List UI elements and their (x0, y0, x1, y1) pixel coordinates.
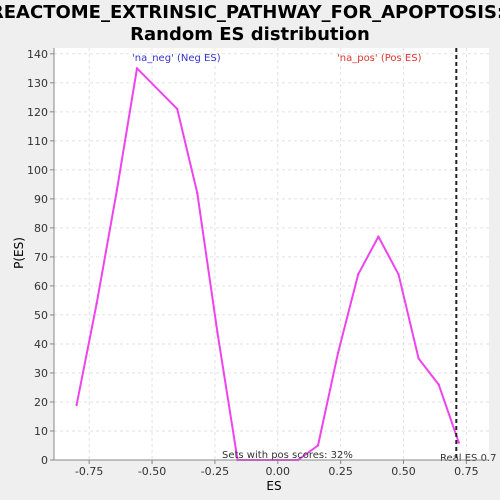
data-point (115, 188, 119, 192)
data-point (75, 403, 78, 407)
y-axis-label: P(ES) (12, 237, 26, 269)
y-tick-label: 0 (41, 454, 48, 467)
y-tick-label: 110 (27, 135, 48, 148)
data-point (196, 191, 199, 195)
chart-title-line2: Random ES distribution (130, 24, 370, 45)
y-tick-label: 80 (34, 222, 48, 235)
y-tick-label: 100 (27, 164, 48, 177)
x-tick-label: -0.50 (138, 465, 166, 478)
data-point (95, 302, 98, 305)
data-point (457, 441, 461, 444)
y-tick-label: 30 (34, 367, 48, 380)
x-tick-label: 0.25 (328, 465, 353, 478)
y-tick-label: 40 (34, 338, 48, 351)
x-axis-label: ES (266, 479, 281, 493)
x-tick-label: 0.75 (454, 465, 479, 478)
y-tick-label: 90 (34, 193, 48, 206)
x-tick-label: -0.75 (75, 465, 103, 478)
real-es-label: Real ES 0.7 (440, 453, 496, 464)
data-point (316, 444, 320, 447)
y-tick-label: 70 (34, 251, 48, 264)
data-point (216, 331, 219, 334)
data-point (437, 383, 440, 386)
data-point (397, 273, 400, 276)
y-tick-label: 50 (34, 309, 48, 322)
plot-area (54, 48, 489, 460)
data-point (135, 67, 139, 70)
y-tick-label: 20 (34, 396, 48, 409)
pos-es-label: 'na_pos' (Pos ES) (337, 53, 422, 64)
chart-title-line1: REACTOME_EXTRINSIC_PATHWAY_FOR_APOPTOSIS… (0, 2, 500, 23)
x-tick-label: 0.00 (266, 465, 291, 478)
data-point (176, 107, 179, 111)
data-point (377, 235, 380, 238)
x-tick-label: 0.50 (391, 465, 416, 478)
grid (54, 48, 489, 460)
neg-es-label: 'na_neg' (Neg ES) (132, 53, 221, 64)
x-tick-label: -0.25 (201, 465, 229, 478)
y-tick-label: 60 (34, 280, 48, 293)
data-point (357, 273, 360, 276)
y-tick-label: 140 (27, 48, 48, 61)
y-tick-label: 10 (34, 425, 48, 438)
y-tick-label: 130 (27, 77, 48, 90)
data-point (336, 351, 340, 354)
pos-scores-label: Sets with pos scores: 32% (222, 450, 353, 461)
data-point (417, 357, 420, 360)
y-tick-label: 120 (27, 106, 48, 119)
axis-ticks: 0 10 20 30 40 50 60 70 80 90 100 110 120 130 140 -0.75 -… (27, 48, 479, 478)
